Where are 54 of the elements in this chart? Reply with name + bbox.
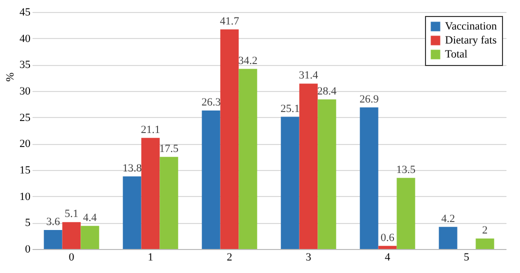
data-label: 17.5 <box>159 142 180 155</box>
data-label: 41.7 <box>220 15 240 28</box>
data-label: 25.1 <box>280 102 300 115</box>
data-label: 26.9 <box>359 93 380 106</box>
x-tick-label: 0 <box>68 252 75 264</box>
x-tick-label: 5 <box>464 252 470 264</box>
x-tick-label: 4 <box>384 252 391 264</box>
data-label: 31.4 <box>298 70 319 82</box>
bar <box>80 226 100 249</box>
data-label: 5.1 <box>64 208 78 220</box>
legend-label: Dietary fats <box>445 34 497 46</box>
data-label: 26.3 <box>201 96 222 108</box>
x-tick-label: 3 <box>306 252 312 264</box>
bar <box>396 178 416 249</box>
legend-label: Vaccination <box>445 20 498 32</box>
data-label: 3.6 <box>46 216 60 228</box>
y-tick-label: 10 <box>20 190 31 203</box>
y-tick-label: 30 <box>20 86 31 98</box>
bar <box>476 238 494 249</box>
data-label: 28.4 <box>317 85 338 98</box>
bar <box>438 226 458 249</box>
data-label: 13.8 <box>122 162 142 174</box>
y-tick-label: 0 <box>25 244 31 256</box>
bar <box>238 68 258 249</box>
bar <box>360 107 378 249</box>
bar <box>62 222 81 249</box>
data-label: 21.1 <box>140 124 160 136</box>
data-label: 4.4 <box>83 212 98 224</box>
y-tick-label: 40 <box>20 32 31 45</box>
data-label: 0.6 <box>380 232 395 244</box>
bar <box>378 246 397 249</box>
bar <box>160 156 178 249</box>
x-tick-label: 2 <box>226 252 232 264</box>
bar <box>220 29 239 249</box>
y-tick-label: 15 <box>20 164 31 176</box>
bar <box>280 116 300 249</box>
bar <box>141 138 160 249</box>
y-tick-label: 5 <box>25 217 31 230</box>
data-label: 2 <box>482 224 488 236</box>
bar <box>202 110 220 249</box>
y-tick-label: 35 <box>20 59 31 72</box>
bar <box>299 84 318 249</box>
y-tick-label: 45 <box>20 6 31 18</box>
data-label: 4.2 <box>441 212 455 225</box>
data-label: 34.2 <box>238 54 258 67</box>
data-label: 13.5 <box>396 164 416 176</box>
bar <box>318 99 336 249</box>
legend-label: Total <box>445 48 468 60</box>
y-tick-label: 25 <box>20 112 31 124</box>
bar <box>44 230 62 249</box>
y-axis-title: % <box>4 72 16 82</box>
bar <box>122 176 142 249</box>
y-tick-label: 20 <box>20 138 31 150</box>
x-tick-label: 1 <box>148 252 154 264</box>
